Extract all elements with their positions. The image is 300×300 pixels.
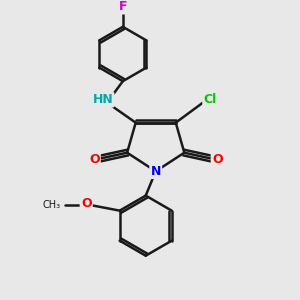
Text: Cl: Cl — [203, 93, 217, 106]
Text: HN: HN — [92, 93, 113, 106]
Text: O: O — [212, 153, 223, 167]
Text: CH₃: CH₃ — [43, 200, 61, 210]
Text: F: F — [118, 0, 127, 13]
Text: O: O — [89, 153, 100, 167]
Text: O: O — [81, 197, 92, 210]
Text: N: N — [151, 165, 161, 178]
